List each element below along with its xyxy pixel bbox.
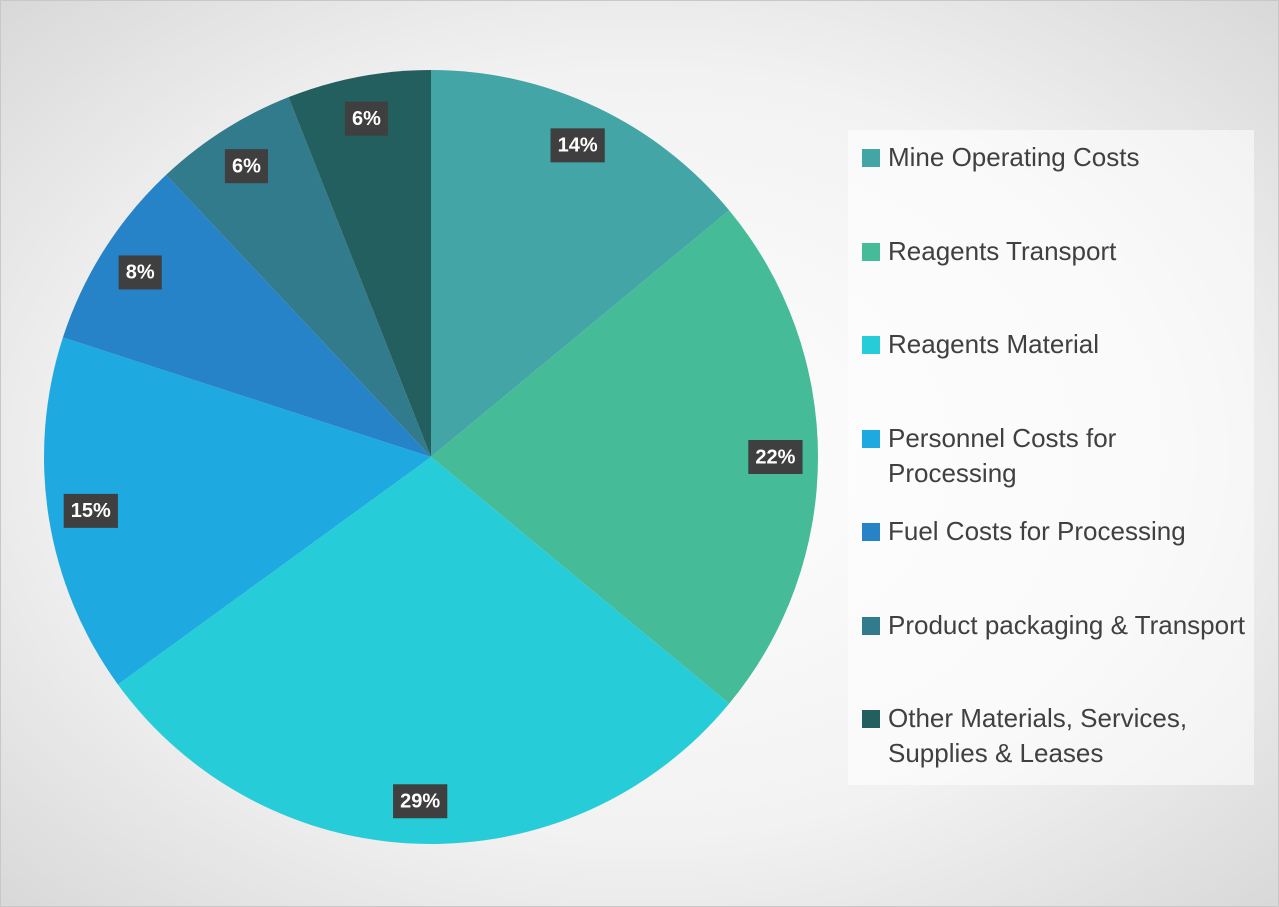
data-label-box [550, 128, 605, 163]
legend-swatch [862, 242, 880, 261]
legend-label: Mine Operating Costs [888, 142, 1140, 172]
legend-label: Reagents Transport [888, 235, 1117, 266]
pie-slice [431, 210, 818, 704]
legend-label: Reagents Material [888, 329, 1099, 359]
data-label: 29% [400, 791, 440, 813]
legend-swatch [862, 710, 880, 728]
legend-label: Other Materials, Services, Supplies & Le… [888, 703, 1188, 768]
legend-label: Personnel Costs for Processing [888, 422, 1117, 488]
data-label-box [63, 493, 118, 528]
pie-slice [166, 97, 432, 457]
data-label: 22% [755, 446, 795, 468]
data-label-box [224, 149, 269, 184]
pie-slice [44, 337, 432, 685]
legend-swatch [862, 429, 880, 448]
legend-swatch [862, 616, 880, 635]
data-label: 6% [352, 108, 381, 130]
data-label: 14% [558, 135, 598, 157]
data-label-box [344, 101, 389, 136]
legend-swatch [862, 523, 880, 541]
pie-slice [431, 70, 730, 457]
pie-slice [288, 70, 431, 457]
data-label-box [118, 255, 162, 290]
legend-label: Product packaging & Transport [888, 609, 1245, 640]
data-label: 8% [126, 262, 155, 284]
data-label-box [393, 784, 448, 819]
data-label: 6% [232, 155, 261, 177]
pie-slice [117, 457, 730, 844]
data-label: 15% [71, 500, 111, 522]
pie-slice [62, 174, 431, 457]
legend-label: Fuel Costs for Processing [888, 516, 1186, 546]
legend: Mine Operating Costs Reagents Transport Re… [848, 130, 1254, 785]
legend-swatch [862, 149, 880, 167]
legend-swatch [862, 336, 880, 354]
data-label-box [748, 440, 803, 474]
